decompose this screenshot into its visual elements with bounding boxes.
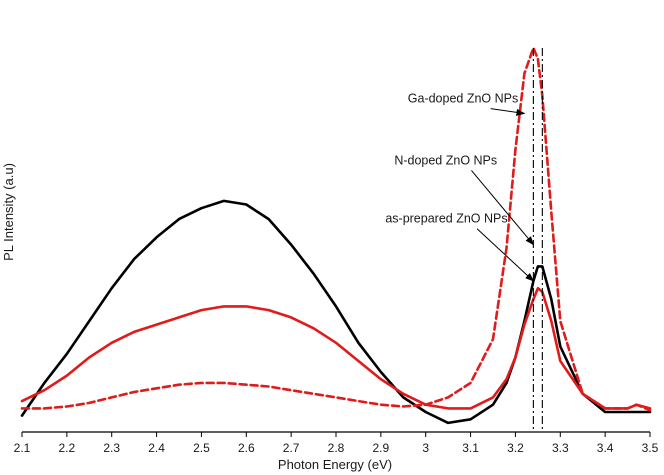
x-tick-label: 2.1 xyxy=(14,441,31,455)
x-axis-title: Photon Energy (eV) xyxy=(278,457,392,472)
annotation-label: as-prepared ZnO NPs xyxy=(385,212,507,226)
annotation-arrow xyxy=(476,228,535,282)
x-tick-label: 3.1 xyxy=(462,441,479,455)
x-tick-label: 2.8 xyxy=(328,441,345,455)
series-group xyxy=(20,46,652,425)
x-tick-label: 3.3 xyxy=(552,441,569,455)
x-tick-label: 3 xyxy=(422,441,429,455)
x-tick-label: 2.3 xyxy=(103,441,120,455)
y-axis-title: PL Intensity (a.u) xyxy=(1,163,16,261)
x-tick-label: 2.9 xyxy=(373,441,390,455)
series-line-2 xyxy=(20,286,652,410)
series-line-1 xyxy=(20,199,652,425)
annotation-arrow xyxy=(490,108,526,116)
annotation-arrow xyxy=(471,170,535,246)
x-tick-label: 3.2 xyxy=(507,441,524,455)
annotation-label: N-doped ZnO NPs xyxy=(394,153,497,167)
series-line-3 xyxy=(20,46,652,412)
x-tick-label: 2.5 xyxy=(193,441,210,455)
x-tick-label: 2.4 xyxy=(148,441,165,455)
x-tick-label: 2.7 xyxy=(283,441,300,455)
x-tick-label: 2.2 xyxy=(59,441,76,455)
plot-area: 2.1 2.2 2.3 2.4 2.5 2.6 2.7 2.8 2.9 3 3.1 3.2 3.3 3.4… xyxy=(14,46,659,455)
x-tick-label: 3.5 xyxy=(642,441,659,455)
x-tick-label: 3.4 xyxy=(597,441,614,455)
x-tick-label: 2.6 xyxy=(238,441,255,455)
annotation-label: Ga-doped ZnO NPs xyxy=(408,92,518,106)
